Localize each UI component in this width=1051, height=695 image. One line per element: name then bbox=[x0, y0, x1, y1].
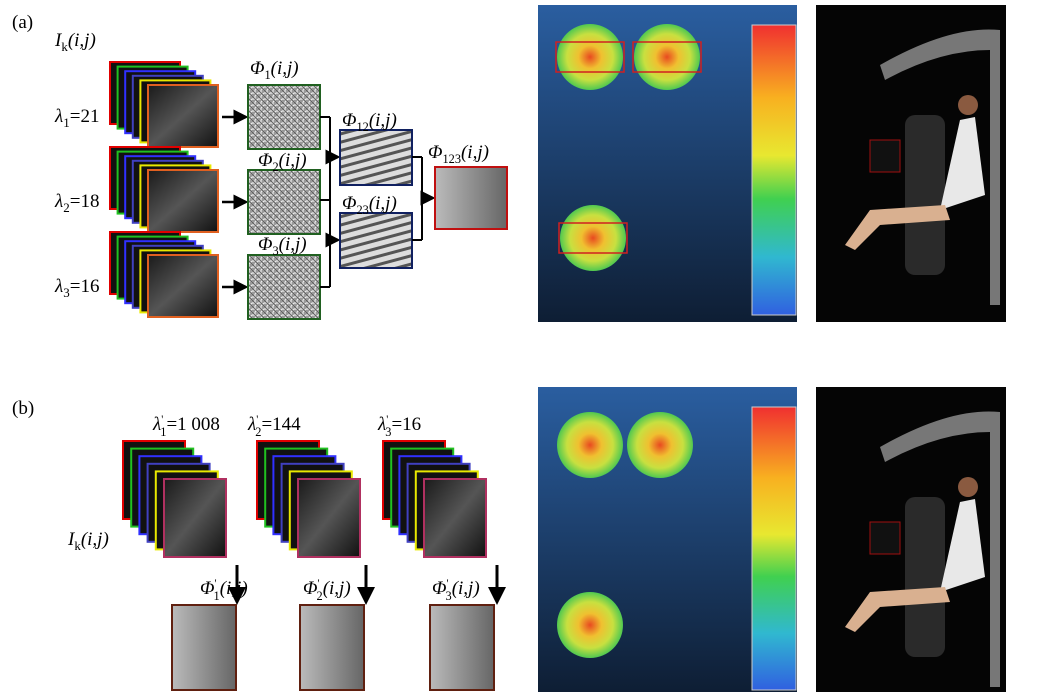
label-rest: (i,j) bbox=[369, 110, 397, 131]
phase-image bbox=[430, 605, 494, 690]
phase-image bbox=[435, 167, 507, 229]
digit-display bbox=[870, 140, 900, 172]
density-blob bbox=[557, 24, 623, 90]
label: Φ'3(i,j) bbox=[432, 578, 480, 603]
label-rest: =16 bbox=[70, 276, 100, 297]
label-base: Φ bbox=[200, 578, 214, 599]
colorbar bbox=[752, 25, 796, 315]
label-rest: (i,j) bbox=[68, 30, 96, 51]
seat bbox=[905, 497, 945, 657]
label-sub: 23 bbox=[356, 203, 368, 217]
phase-image bbox=[300, 605, 364, 690]
label-sub: 12 bbox=[356, 120, 368, 134]
label: λ'1=1 008 bbox=[152, 414, 220, 439]
density-blob bbox=[627, 412, 693, 478]
phase-image bbox=[248, 85, 320, 149]
label: Φ'1(i,j) bbox=[200, 578, 248, 603]
image bbox=[298, 479, 360, 557]
head bbox=[958, 477, 978, 497]
colorbar bbox=[752, 407, 796, 690]
label-rest: =16 bbox=[391, 414, 421, 435]
label-base: Φ bbox=[258, 234, 272, 255]
phase-image bbox=[248, 255, 320, 319]
label-base: Φ bbox=[250, 58, 264, 79]
label-rest: (i,j) bbox=[81, 529, 109, 550]
image bbox=[148, 255, 218, 317]
phase-image bbox=[340, 213, 412, 268]
image bbox=[148, 170, 218, 232]
panel-label: (b) bbox=[12, 398, 34, 419]
density-blob bbox=[634, 24, 700, 90]
figure: (a)(b)(c)(d)(e)(f)Ik(i,j)λ1=21λ2=18λ3=16… bbox=[0, 0, 1051, 695]
density-blob bbox=[557, 592, 623, 658]
label: Φ'2(i,j) bbox=[303, 578, 351, 603]
label-rest: (i,j) bbox=[279, 150, 307, 171]
digit-display bbox=[870, 522, 900, 554]
label-rest: (i,j) bbox=[271, 58, 299, 79]
label-base: Φ bbox=[428, 142, 442, 163]
phase-image bbox=[340, 130, 412, 185]
label: Φ12(i,j) bbox=[342, 110, 397, 134]
phase-image bbox=[172, 605, 236, 690]
label-rest: =21 bbox=[70, 106, 100, 127]
label: Φ1(i,j) bbox=[250, 58, 299, 82]
label-base: Φ bbox=[303, 578, 317, 599]
label-rest: (i,j) bbox=[220, 578, 248, 599]
label: λ1=21 bbox=[54, 106, 99, 130]
image bbox=[424, 479, 486, 557]
label: Φ123(i,j) bbox=[428, 142, 489, 166]
label-rest: (i,j) bbox=[323, 578, 351, 599]
label-base: λ bbox=[54, 191, 63, 212]
label-base: Φ bbox=[432, 578, 446, 599]
label: Ik(i,j) bbox=[54, 30, 96, 54]
label-base: Φ bbox=[342, 110, 356, 131]
image bbox=[148, 85, 218, 147]
label-rest: =1 008 bbox=[166, 414, 219, 435]
head bbox=[958, 95, 978, 115]
label: λ'3=16 bbox=[377, 414, 421, 439]
label-rest: (i,j) bbox=[461, 142, 489, 163]
label: Ik(i,j) bbox=[67, 529, 109, 553]
label-base: Φ bbox=[342, 193, 356, 214]
label-base: λ bbox=[54, 276, 63, 297]
label-base: Φ bbox=[258, 150, 272, 171]
label: λ2=18 bbox=[54, 191, 99, 215]
label-rest: (i,j) bbox=[369, 193, 397, 214]
phase-image bbox=[248, 170, 320, 234]
label: Φ3(i,j) bbox=[258, 234, 307, 258]
label-rest: =18 bbox=[70, 191, 100, 212]
density-blob bbox=[557, 412, 623, 478]
label: Φ23(i,j) bbox=[342, 193, 397, 217]
label-sub: 123 bbox=[442, 152, 461, 166]
label: λ3=16 bbox=[54, 276, 99, 300]
label: Φ2(i,j) bbox=[258, 150, 307, 174]
label-rest: (i,j) bbox=[279, 234, 307, 255]
label-rest: (i,j) bbox=[452, 578, 480, 599]
seat bbox=[905, 115, 945, 275]
panel-label: (a) bbox=[12, 12, 33, 33]
label: λ'2=144 bbox=[247, 414, 301, 439]
image bbox=[164, 479, 226, 557]
label-base: λ bbox=[54, 106, 63, 127]
density-blob bbox=[560, 205, 626, 271]
label-rest: =144 bbox=[261, 414, 301, 435]
